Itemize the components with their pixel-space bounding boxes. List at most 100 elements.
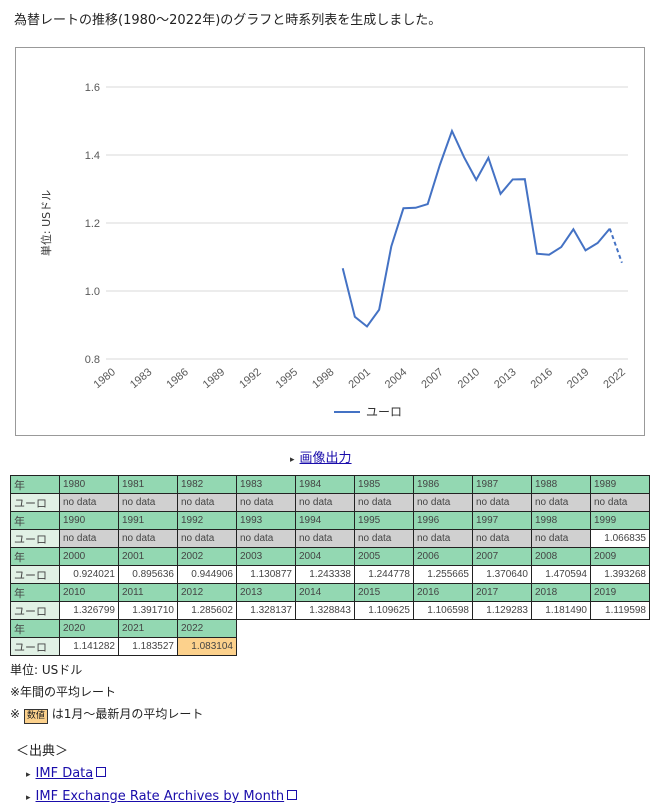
rate-cell: no data	[236, 529, 296, 548]
year-cell: 1988	[531, 475, 591, 494]
year-cell: 1985	[354, 475, 414, 494]
imf-data-link[interactable]: IMF Data	[35, 766, 94, 781]
rate-cell: 1.244778	[354, 565, 414, 584]
year-cell: 1996	[413, 511, 473, 530]
rate-cell: 1.370640	[472, 565, 532, 584]
year-cell: 2015	[354, 583, 414, 602]
notes: 単位: USドル ※年間の平均レート ※ 数値 は1月〜最新月の平均レート	[10, 659, 203, 725]
year-cell: 1980	[59, 475, 119, 494]
chevron-right-icon: ▸	[26, 770, 31, 780]
series-line-estimated	[608, 228, 623, 264]
year-cell: 2012	[177, 583, 237, 602]
value-row: ユーロ no data no data no data no data no data no…	[10, 529, 650, 548]
rate-cell: 1.181490	[531, 601, 591, 620]
export-image-link-wrap: ▸ 画像出力	[290, 447, 352, 466]
y-tick-label: 1.6	[85, 82, 100, 94]
rate-cell: no data	[354, 529, 414, 548]
legend-label: ユーロ	[366, 405, 402, 419]
x-tick-label: 1983	[128, 366, 154, 391]
year-row: 年 1980 1981 1982 1983 1984 1985 1986 1987 1988 198…	[10, 475, 650, 494]
year-cell: 2001	[118, 547, 178, 566]
imf-archives-link[interactable]: IMF Exchange Rate Archives by Month	[35, 789, 285, 804]
rate-cell: no data	[472, 529, 532, 548]
value-row: ユーロ no data no data no data no data no data no…	[10, 493, 650, 512]
year-cell: 2009	[590, 547, 650, 566]
rate-cell: 1.328843	[295, 601, 355, 620]
x-tick-label: 1989	[201, 366, 227, 391]
x-tick-label: 2010	[456, 366, 482, 391]
currency-label: ユーロ	[10, 493, 60, 512]
year-cell: 1998	[531, 511, 591, 530]
year-cell: 2021	[118, 619, 178, 638]
chevron-right-icon: ▸	[26, 793, 31, 803]
rate-cell: 1.255665	[413, 565, 473, 584]
rate-cell: no data	[531, 529, 591, 548]
x-tick-label: 1992	[237, 366, 263, 391]
year-cell: 1981	[118, 475, 178, 494]
rate-cell: no data	[590, 493, 650, 512]
badge-note: は1月〜最新月の平均レート	[51, 707, 204, 721]
y-tick-label: 1.0	[85, 286, 100, 298]
export-image-link[interactable]: 画像出力	[299, 451, 352, 466]
year-cell: 2018	[531, 583, 591, 602]
rate-cell: 0.944906	[177, 565, 237, 584]
year-cell: 2013	[236, 583, 296, 602]
currency-label: ユーロ	[10, 565, 60, 584]
year-row: 年 1990 1991 1992 1993 1994 1995 1996 1997 1998 199…	[10, 511, 650, 530]
year-cell: 1995	[354, 511, 414, 530]
year-cell: 2016	[413, 583, 473, 602]
x-tick-label: 1995	[274, 366, 300, 391]
rate-cell: 1.326799	[59, 601, 119, 620]
rate-cell: no data	[118, 493, 178, 512]
x-tick-label: 2019	[565, 366, 591, 391]
sources-heading: ＜出典＞	[16, 744, 69, 759]
year-cell: 1991	[118, 511, 178, 530]
value-badge: 数値	[23, 709, 48, 724]
rate-cell: no data	[177, 529, 237, 548]
rate-cell: 1.119598	[590, 601, 650, 620]
x-tick-label: 2001	[346, 366, 372, 391]
rate-cell: 1.328137	[236, 601, 296, 620]
rate-cell: 1.183527	[118, 637, 178, 656]
year-cell: 2005	[354, 547, 414, 566]
rate-cell: 1.470594	[531, 565, 591, 584]
rate-cell: 1.066835	[590, 529, 650, 548]
x-tick-label: 1986	[164, 366, 190, 391]
sources: ＜出典＞ ▸ IMF Data ▸ IMF Exchange Rate Archiv…	[16, 741, 298, 809]
year-cell: 2022	[177, 619, 237, 638]
rate-cell: 1.393268	[590, 565, 650, 584]
year-label: 年	[10, 475, 60, 494]
x-tick-label: 2004	[383, 366, 409, 391]
page-title: 為替レートの推移(1980〜2022年)のグラフと時系列表を生成しました。	[14, 13, 442, 28]
x-tick-label: 2007	[419, 366, 445, 391]
year-cell: 1994	[295, 511, 355, 530]
rate-cell: no data	[295, 529, 355, 548]
year-cell: 1992	[177, 511, 237, 530]
rate-cell: no data	[472, 493, 532, 512]
rate-cell: 0.924021	[59, 565, 119, 584]
year-label: 年	[10, 583, 60, 602]
value-row: ユーロ 1.326799 1.391710 1.285602 1.328137 1.328…	[10, 601, 650, 620]
x-tick-label: 1998	[310, 366, 336, 391]
rate-cell: no data	[413, 529, 473, 548]
y-tick-label: 0.8	[85, 354, 100, 366]
year-cell: 1982	[177, 475, 237, 494]
currency-label: ユーロ	[10, 529, 60, 548]
x-tick-label: 1980	[92, 366, 118, 391]
year-cell: 1990	[59, 511, 119, 530]
x-tick-label: 2022	[601, 366, 627, 391]
rate-cell: 0.895636	[118, 565, 178, 584]
rate-cell: no data	[118, 529, 178, 548]
rate-cell: 1.391710	[118, 601, 178, 620]
note-mark: ※	[10, 707, 21, 721]
year-row: 年 2000 2001 2002 2003 2004 2005 2006 2007 2008 200…	[10, 547, 650, 566]
year-cell: 1987	[472, 475, 532, 494]
value-row: ユーロ 1.141282 1.183527 1.083104	[10, 637, 650, 656]
year-label: 年	[10, 619, 60, 638]
rate-cell: no data	[354, 493, 414, 512]
year-cell: 2004	[295, 547, 355, 566]
year-label: 年	[10, 511, 60, 530]
year-cell: 1984	[295, 475, 355, 494]
year-cell: 1989	[590, 475, 650, 494]
rate-cell: 1.129283	[472, 601, 532, 620]
